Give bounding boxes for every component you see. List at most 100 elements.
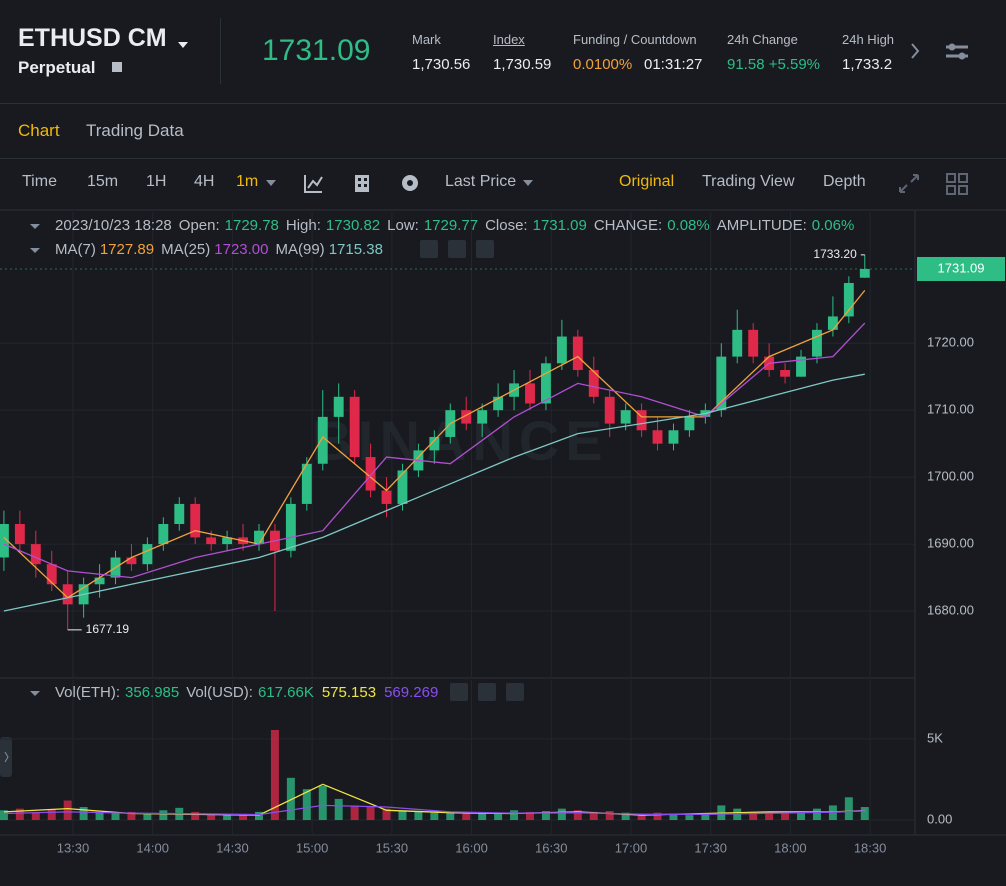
legend-control[interactable] — [448, 240, 466, 258]
view[interactable]: Depth — [823, 173, 866, 190]
volume-bar — [31, 811, 40, 820]
toolbar-icons[interactable] — [0, 160, 1006, 210]
candle-body — [30, 544, 41, 565]
y-tick-label: 5K — [927, 730, 943, 745]
header-icons[interactable] — [900, 38, 980, 68]
price-tag — [917, 256, 1005, 281]
volume-bar — [812, 808, 821, 820]
divider — [220, 18, 221, 84]
ma-line — [3, 322, 866, 579]
tab[interactable]: Trading Data — [86, 121, 184, 140]
info-value: 0.08% — [667, 217, 710, 234]
interval[interactable]: 1m — [236, 173, 259, 190]
info-icon[interactable] — [110, 60, 124, 74]
x-tick-label: 17:00 — [615, 840, 648, 855]
candle-body — [14, 524, 25, 545]
legend-control[interactable] — [450, 683, 468, 701]
legend-value: 1715.38 — [329, 241, 383, 258]
interval[interactable]: 1H — [146, 173, 167, 190]
volume-bar — [207, 814, 216, 820]
legend-control[interactable] — [478, 683, 496, 701]
y-tick-label: 1710.00 — [927, 402, 974, 417]
volume-bar — [430, 812, 439, 820]
volume-bar — [270, 730, 279, 820]
tab[interactable]: Chart — [18, 121, 60, 140]
volume-bar — [111, 812, 120, 820]
stat-label: Mark — [412, 32, 441, 47]
legend-name: Vol(ETH): — [55, 684, 120, 701]
candle-body — [285, 503, 296, 551]
volume-bar — [860, 807, 869, 820]
interval[interactable]: Time — [22, 173, 57, 190]
price-tag-label: 1731.09 — [938, 260, 985, 275]
y-tick-label: 1690.00 — [927, 536, 974, 551]
volume-bar — [701, 814, 710, 820]
info-value: 1729.77 — [424, 217, 478, 234]
candle-body — [174, 503, 185, 525]
extreme-label: 1733.20 — [813, 247, 857, 261]
volume-bar — [334, 798, 343, 820]
volume-bar — [0, 810, 8, 820]
volume-bar — [637, 813, 646, 820]
ma-line — [3, 289, 866, 599]
header — [0, 0, 1006, 104]
candle-body — [859, 268, 870, 278]
volume-bar — [255, 811, 263, 820]
stat-value: 1,730.59 — [493, 56, 552, 73]
symbol[interactable]: ETHUSD CM — [18, 24, 167, 52]
volume-bar — [781, 813, 790, 820]
collapse-toggle[interactable] — [30, 691, 40, 696]
symbol-dropdown[interactable] — [176, 40, 190, 50]
legend-control[interactable] — [506, 683, 524, 701]
candle-body — [126, 557, 137, 565]
y-tick-label: 1700.00 — [927, 469, 974, 484]
volume-bar — [844, 797, 853, 820]
candle-body — [572, 336, 583, 371]
volume-bar — [526, 811, 534, 820]
x-tick-label: 14:00 — [136, 840, 169, 855]
volume-ma-line — [3, 804, 865, 816]
candle-body — [843, 282, 854, 317]
volume-bar — [95, 811, 104, 820]
stat-value: 1,730.56 — [412, 56, 471, 73]
view[interactable]: Trading View — [702, 173, 795, 190]
x-tick-label: 15:30 — [376, 840, 409, 855]
collapse-toggle[interactable] — [30, 224, 40, 229]
candle-body — [0, 524, 9, 558]
x-tick-label: 17:30 — [694, 840, 727, 855]
x-tick-label: 15:00 — [296, 840, 329, 855]
x-tick-label: 13:30 — [57, 840, 90, 855]
info-date: 2023/10/23 18:28 — [55, 217, 172, 234]
candle-body — [556, 336, 567, 364]
view[interactable]: Original — [619, 173, 675, 190]
legend-value: 575.153 — [322, 684, 376, 701]
stat-label: Funding / Countdown — [573, 32, 697, 47]
candle-body — [732, 329, 743, 357]
volume-bar — [318, 785, 327, 820]
candle-body — [222, 537, 233, 545]
candle-body — [94, 577, 105, 585]
info-label: Open: — [179, 217, 220, 234]
candle-body — [254, 530, 264, 545]
volume-bar — [286, 777, 295, 820]
side-toggle[interactable] — [0, 737, 12, 777]
candle-body — [46, 564, 57, 585]
legend-control[interactable] — [476, 240, 494, 258]
volume-bar — [350, 805, 359, 820]
candle-body — [541, 363, 551, 404]
info-value: 0.06% — [812, 217, 855, 234]
interval[interactable]: 15m — [87, 173, 119, 190]
volume-bar — [749, 811, 758, 820]
stat-label[interactable]: Index — [493, 32, 525, 47]
interval[interactable]: 4H — [194, 173, 215, 190]
stat-value: 01:31:27 — [644, 56, 703, 73]
volume-bar — [589, 811, 598, 820]
collapse-toggle[interactable] — [30, 248, 40, 253]
price-type[interactable]: Last Price — [445, 173, 517, 190]
info-label: Low: — [387, 217, 419, 234]
volume-bar — [621, 812, 630, 820]
candle-body — [333, 396, 344, 417]
candle-body — [827, 316, 838, 330]
candle-body — [652, 430, 663, 444]
legend-control[interactable] — [420, 240, 438, 258]
